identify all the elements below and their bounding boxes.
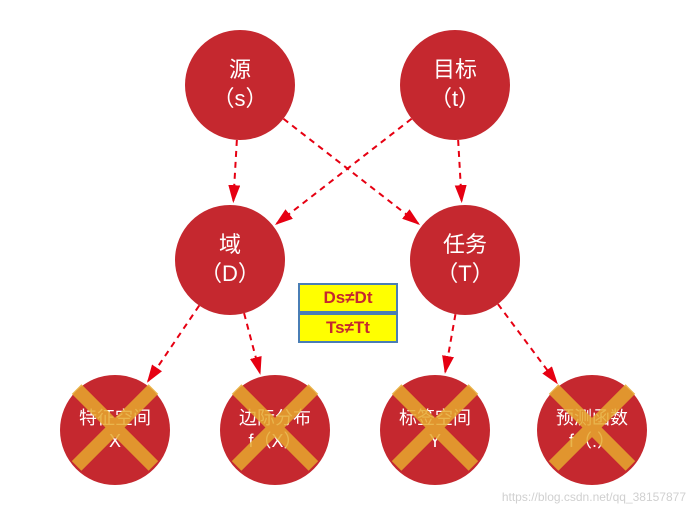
edge-source-domain xyxy=(233,140,236,201)
node-sublabel: X xyxy=(109,430,121,453)
node-label: 边际分布 xyxy=(239,407,311,430)
edge-domain-marg xyxy=(244,313,260,373)
watermark-text: https://blog.csdn.net/qq_38157877 xyxy=(502,490,686,504)
inequality-box: Ts≠Tt xyxy=(298,313,398,343)
edge-task-pred xyxy=(498,304,557,383)
inequality-box: Ds≠Dt xyxy=(298,283,398,313)
node-label: 标签空间Y xyxy=(380,375,490,485)
node-label: 标签空间 xyxy=(399,407,471,430)
node-label: 源 xyxy=(229,56,251,85)
node-sublabel: （T） xyxy=(436,260,493,289)
node-sublabel: f（X） xyxy=(248,430,301,453)
node-domain: 域（D） xyxy=(175,205,285,315)
node-label: 目标 xyxy=(433,56,477,85)
node-pred: 预测函数f（.） xyxy=(537,375,647,485)
inequality-text: Ts≠Tt xyxy=(326,318,370,338)
node-label: 预测函数 xyxy=(556,407,628,430)
node-sublabel: （t） xyxy=(430,85,480,114)
node-marg: 边际分布f（X） xyxy=(220,375,330,485)
node-feat: 特征空间X xyxy=(60,375,170,485)
node-target: 目标（t） xyxy=(400,30,510,140)
node-label: 任务 xyxy=(443,231,487,260)
node-sublabel: Y xyxy=(429,430,441,453)
node-sublabel: （s） xyxy=(212,85,267,114)
node-sublabel: f（.） xyxy=(569,430,615,453)
edge-task-label xyxy=(445,314,455,372)
edge-domain-feat xyxy=(148,306,199,382)
inequality-text: Ds≠Dt xyxy=(324,288,373,308)
node-sublabel: （D） xyxy=(200,260,260,289)
node-source: 源（s） xyxy=(185,30,295,140)
edge-target-domain xyxy=(277,119,412,224)
node-label: 域 xyxy=(219,231,241,260)
edge-target-task xyxy=(458,140,461,201)
edge-source-task xyxy=(283,119,418,224)
node-task: 任务（T） xyxy=(410,205,520,315)
node-label: 特征空间 xyxy=(79,407,151,430)
